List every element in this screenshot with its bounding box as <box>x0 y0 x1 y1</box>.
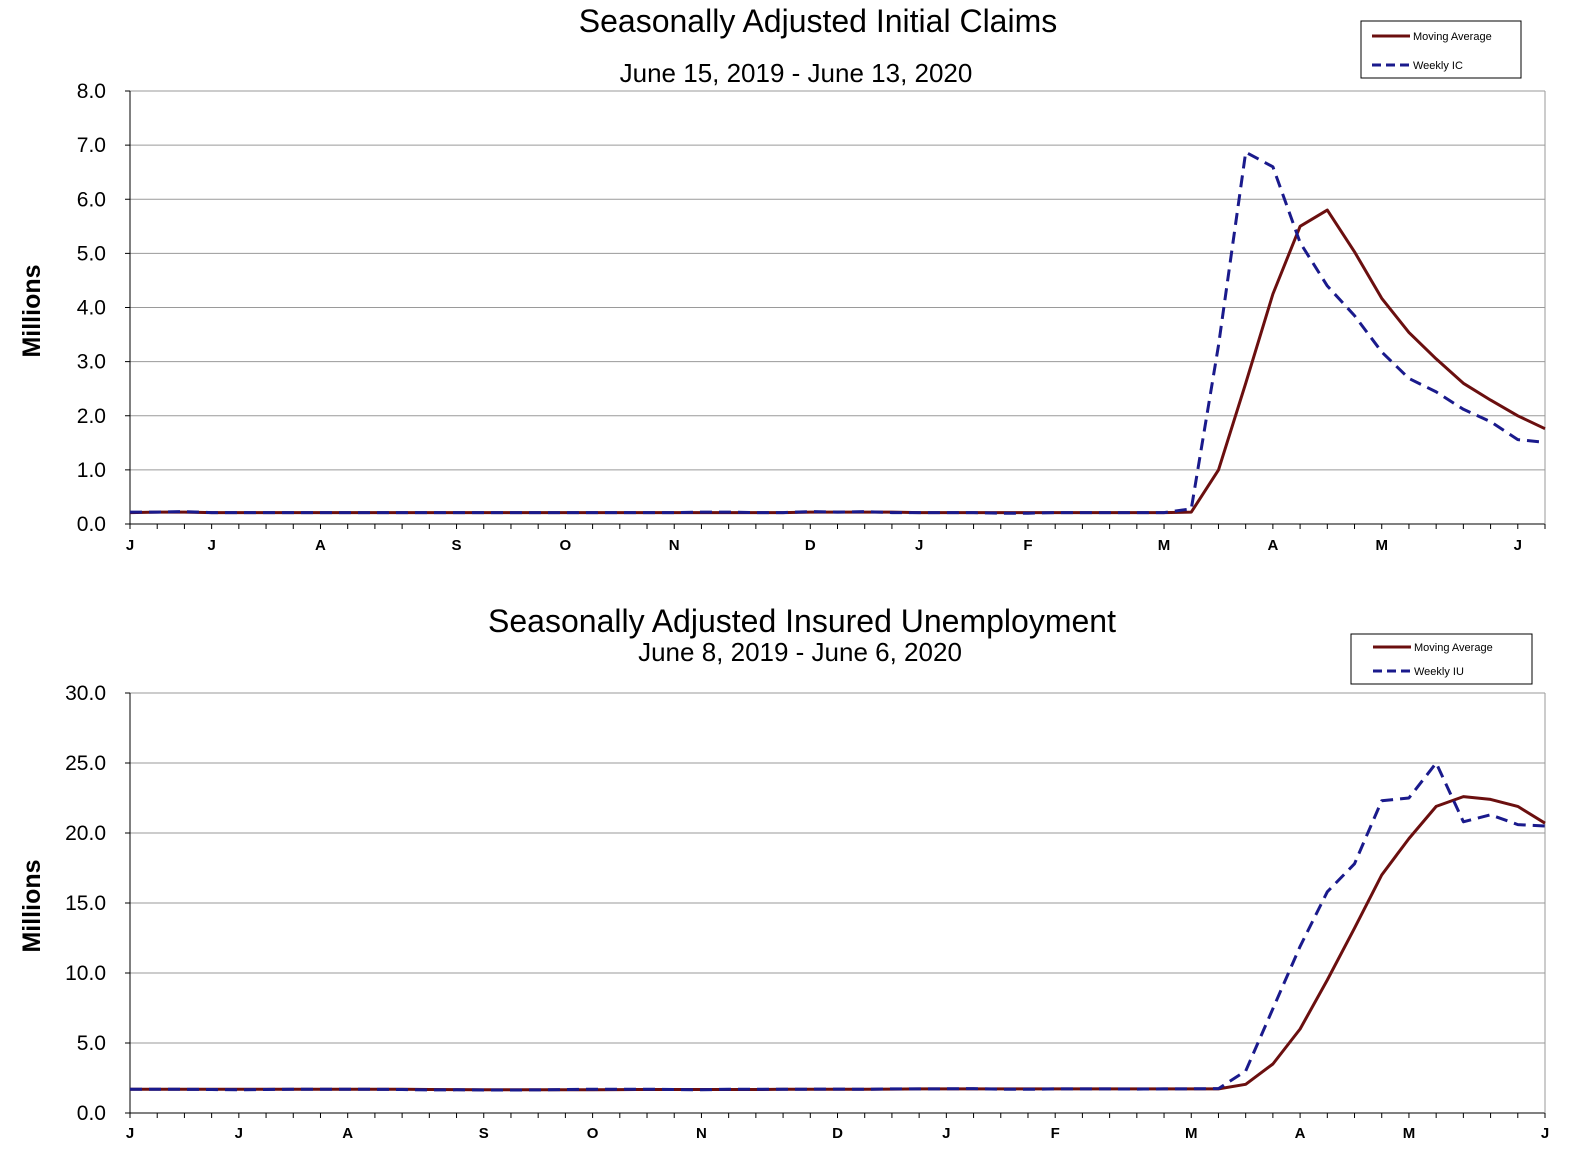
chart2-y-axis-label: Millions <box>18 859 46 952</box>
y-tick-label: 0.0 <box>77 513 106 536</box>
chart2-legend-box <box>1350 633 1533 685</box>
y-tick-label: 4.0 <box>77 297 106 320</box>
chart1-legend-label-weekly: Weekly IC <box>1413 60 1463 72</box>
y-tick-label: 10.0 <box>65 962 106 985</box>
chart1-gridlines <box>125 90 1546 529</box>
chart2-subtitle: June 8, 2019 - June 6, 2020 <box>638 637 962 667</box>
y-tick-label: 3.0 <box>77 351 106 374</box>
y-tick-label: 0.0 <box>77 1102 106 1125</box>
x-tick-label: M <box>1158 537 1171 554</box>
x-tick-label: F <box>1023 537 1032 554</box>
x-tick-label: A <box>1295 1125 1306 1142</box>
x-tick-label: J <box>235 1125 243 1142</box>
x-tick-label: M <box>1185 1125 1198 1142</box>
chart2-legend-label-moving-average: Moving Average <box>1414 642 1493 654</box>
x-tick-label: F <box>1051 1125 1060 1142</box>
chart1-title: Seasonally Adjusted Initial Claims <box>579 3 1057 39</box>
x-tick-label: J <box>915 537 923 554</box>
chart2-y-tick-labels: 0.0 5.0 10.0 15.0 20.0 25.0 30.0 <box>65 682 106 1125</box>
x-tick-label: D <box>832 1125 843 1142</box>
y-tick-label: 1.0 <box>77 459 106 482</box>
chart2-legend-label-weekly: Weekly IU <box>1414 666 1464 678</box>
x-tick-label: O <box>560 537 572 554</box>
x-tick-label: N <box>696 1125 707 1142</box>
chart1-y-tick-labels: 0.0 1.0 2.0 3.0 4.0 5.0 6.0 7.0 8.0 <box>77 80 106 536</box>
chart2-title: Seasonally Adjusted Insured Unemployment <box>488 603 1116 639</box>
x-tick-label: A <box>1267 537 1278 554</box>
y-tick-label: 8.0 <box>77 80 106 103</box>
x-tick-label: O <box>587 1125 599 1142</box>
chart2-series-lines <box>129 761 1546 1092</box>
x-tick-label: J <box>1541 1125 1549 1142</box>
y-tick-label: 20.0 <box>65 822 106 845</box>
chart1-legend-box <box>1360 20 1522 79</box>
y-tick-label: 7.0 <box>77 134 106 157</box>
chart1-legend: Moving Average Weekly IC <box>1360 20 1522 79</box>
series-line-weekly <box>129 761 1546 1092</box>
y-tick-label: 6.0 <box>77 188 106 211</box>
x-tick-label: J <box>126 537 134 554</box>
chart1-series-lines <box>129 150 1546 515</box>
x-tick-label: J <box>207 537 215 554</box>
chart1-subtitle: June 15, 2019 - June 13, 2020 <box>620 58 973 88</box>
x-tick-label: J <box>942 1125 950 1142</box>
y-tick-label: 25.0 <box>65 752 106 775</box>
x-tick-label: J <box>1514 537 1522 554</box>
y-tick-label: 5.0 <box>77 1032 106 1055</box>
series-line-weekly <box>130 150 1546 515</box>
x-tick-label: M <box>1375 537 1388 554</box>
series-line-moving-average <box>130 795 1546 1092</box>
chart1-y-axis-label: Millions <box>18 264 46 357</box>
chart2-gridlines <box>125 692 1546 1118</box>
y-tick-label: 15.0 <box>65 892 106 915</box>
insured-unemployment-chart: Seasonally Adjusted Insured Unemployment… <box>18 603 1549 1142</box>
x-tick-label: A <box>342 1125 353 1142</box>
x-tick-label: S <box>479 1125 489 1142</box>
x-tick-label: M <box>1403 1125 1416 1142</box>
x-tick-label: N <box>669 537 680 554</box>
y-tick-label: 5.0 <box>77 242 106 265</box>
chart1-legend-label-moving-average: Moving Average <box>1413 31 1492 43</box>
x-tick-label: A <box>315 537 326 554</box>
y-tick-label: 2.0 <box>77 405 106 428</box>
initial-claims-chart: Seasonally Adjusted Initial Claims June … <box>18 3 1546 554</box>
x-tick-label: J <box>126 1125 134 1142</box>
x-tick-label: D <box>805 537 816 554</box>
y-tick-label: 30.0 <box>65 682 106 705</box>
x-tick-label: S <box>452 537 462 554</box>
chart2-legend: Moving Average Weekly IU <box>1350 633 1533 685</box>
